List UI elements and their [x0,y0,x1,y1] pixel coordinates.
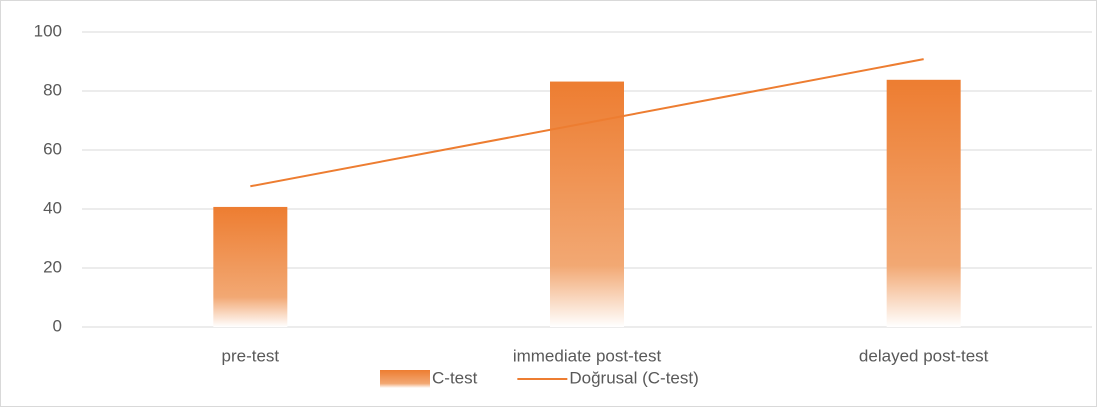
trend-line [250,58,924,188]
x-tick-label: delayed post-test [859,346,989,365]
y-tick-label: 80 [43,80,62,99]
bar [886,79,961,327]
y-tick-label: 40 [43,198,62,217]
legend-label: Doğrusal (C-test) [569,368,698,387]
y-tick-label: 100 [34,21,62,40]
y-tick-label: 0 [53,316,62,335]
y-tick-label: 20 [43,257,62,276]
legend-swatch [380,370,430,388]
bar [213,206,288,327]
legend-label: C-test [432,368,478,387]
x-tick-label: immediate post-test [513,346,662,365]
y-tick-label: 60 [43,139,62,158]
x-tick-label: pre-test [222,346,280,365]
